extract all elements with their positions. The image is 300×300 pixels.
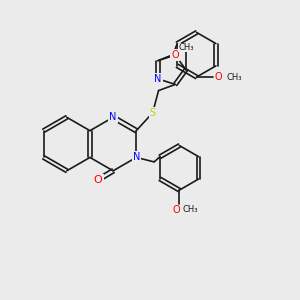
Text: N: N — [154, 74, 162, 84]
Text: O: O — [171, 50, 179, 60]
Text: CH₃: CH₃ — [182, 205, 197, 214]
Text: O: O — [214, 72, 222, 82]
Text: O: O — [172, 205, 180, 215]
Text: S: S — [150, 108, 156, 118]
Text: CH₃: CH₃ — [226, 73, 242, 82]
Text: CH₃: CH₃ — [178, 43, 194, 52]
Text: O: O — [94, 175, 103, 185]
Text: N: N — [110, 112, 117, 122]
Text: N: N — [133, 152, 140, 162]
